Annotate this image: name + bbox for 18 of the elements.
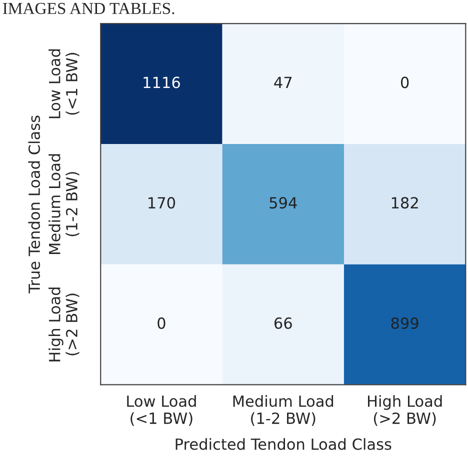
y-axis-title: True Tendon Load Class xyxy=(28,116,40,294)
data-label: 1116 xyxy=(144,76,180,88)
x-axis-title: Predicted Tendon Load Class xyxy=(176,438,392,450)
y-tick-label: Low Load (<1 BW) xyxy=(48,49,80,118)
x-tick-label: High Load (>2 BW) xyxy=(368,395,442,426)
data-label: 594 xyxy=(270,197,297,209)
data-label: 899 xyxy=(391,317,418,329)
data-label: 47 xyxy=(274,76,292,88)
data-label: 0 xyxy=(400,76,409,88)
x-tick-label: Medium Load (1-2 BW) xyxy=(233,395,334,426)
y-tick-label: Medium Load (1-2 BW) xyxy=(48,154,80,254)
data-label: 0 xyxy=(158,317,166,329)
text: IMAGES AND TABLES. xyxy=(2,2,174,14)
data-label: 170 xyxy=(148,197,176,209)
data-label: 182 xyxy=(392,197,418,209)
data-label: 66 xyxy=(274,317,292,329)
y-tick-label: High Load (>2 BW) xyxy=(48,288,80,362)
x-tick-label: Low Load (<1 BW) xyxy=(127,395,196,426)
